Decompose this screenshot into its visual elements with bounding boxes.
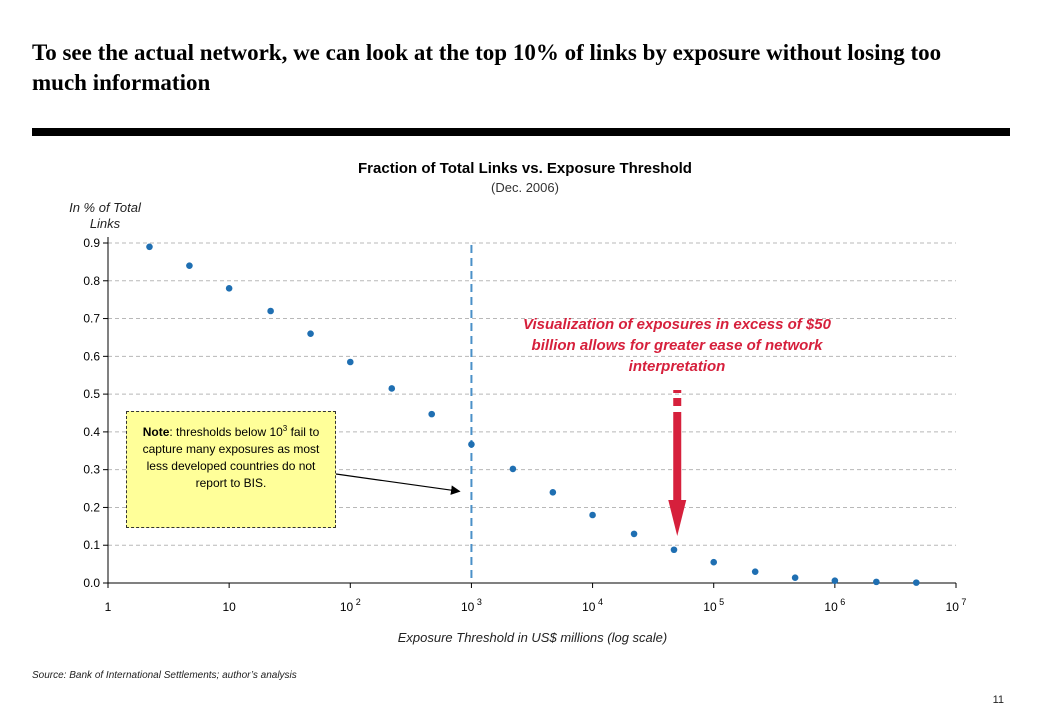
x-tick-label: 10 5 (703, 597, 724, 614)
data-point (509, 465, 517, 473)
red-arrow-shaft (673, 412, 682, 502)
red-arrow-dash (673, 390, 682, 393)
note-label: Note (142, 425, 170, 439)
x-tick-label: 10 (222, 600, 236, 614)
y-tick-label: 0.2 (83, 500, 100, 514)
data-point (630, 530, 638, 538)
data-point (549, 489, 557, 496)
highlight-annotation: Visualization of exposures in excess of … (523, 316, 831, 375)
data-points (146, 243, 920, 586)
data-point (186, 262, 193, 269)
y-tick-label: 0.8 (83, 274, 100, 288)
y-tick-label: 0.9 (83, 236, 100, 250)
note-sup: 3 (282, 424, 288, 433)
slide-title: To see the actual network, we can look a… (32, 40, 942, 95)
data-point (751, 568, 759, 575)
y-tick-label: 0.0 (83, 576, 100, 590)
data-point (873, 578, 880, 586)
data-point (346, 358, 354, 366)
note-arrow (335, 473, 461, 495)
chart-subtitle: (Dec. 2006) (491, 180, 559, 195)
data-point (388, 385, 396, 392)
data-point (307, 330, 314, 337)
note-text-1: : thresholds below 10 (169, 425, 283, 439)
data-point (791, 574, 799, 582)
annotations (335, 390, 687, 536)
data-point (670, 546, 678, 554)
red-arrow-dash (673, 398, 682, 406)
x-tick-label: 10 6 (824, 597, 845, 614)
x-tick-label: 10 4 (582, 597, 603, 614)
note-text-2: fail to capture many exposures as most l… (142, 425, 320, 490)
title-rule (32, 128, 1010, 136)
y-tick-label: 0.4 (83, 425, 100, 439)
y-tick-label: 0.1 (83, 538, 100, 552)
y-tick-label: 0.5 (83, 387, 100, 401)
data-point (831, 577, 839, 585)
y-tick-label: 0.6 (83, 349, 100, 363)
x-tick-label: 10 7 (946, 597, 967, 614)
data-point (468, 441, 475, 448)
chart-title: Fraction of Total Links vs. Exposure Thr… (358, 160, 692, 177)
x-axis-label: Exposure Threshold in US$ millions (log … (397, 630, 668, 645)
axes: 0.0 0.1 0.2 0.3 0.4 0.5 0.6 0.7 0.8 0.9 1 10 10 2 10 … (83, 236, 966, 614)
page-number: 11 (992, 694, 1004, 706)
y-axis-label: In % of Total Links (69, 200, 141, 231)
data-point (912, 579, 920, 586)
data-point (225, 285, 233, 292)
y-tick-label: 0.7 (83, 312, 100, 326)
red-arrow-head (668, 500, 687, 536)
data-point (710, 558, 718, 566)
note-box: Note: thresholds below 103 fail to captu… (126, 411, 336, 528)
x-tick-label: 10 3 (461, 597, 482, 614)
y-tick-label: 0.3 (83, 463, 100, 477)
data-point (589, 511, 596, 519)
data-point (146, 243, 153, 251)
x-tick-label: 1 (105, 600, 112, 614)
source-note: Source: Bank of International Settlement… (32, 670, 297, 681)
data-point (428, 410, 436, 418)
data-point (267, 307, 274, 315)
x-tick-label: 10 2 (340, 597, 361, 614)
